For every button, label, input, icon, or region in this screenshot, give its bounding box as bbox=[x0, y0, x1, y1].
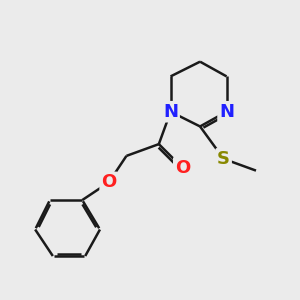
Text: N: N bbox=[219, 103, 234, 121]
Text: O: O bbox=[175, 159, 190, 177]
Text: S: S bbox=[217, 150, 230, 168]
Text: O: O bbox=[101, 173, 116, 191]
Text: N: N bbox=[163, 103, 178, 121]
